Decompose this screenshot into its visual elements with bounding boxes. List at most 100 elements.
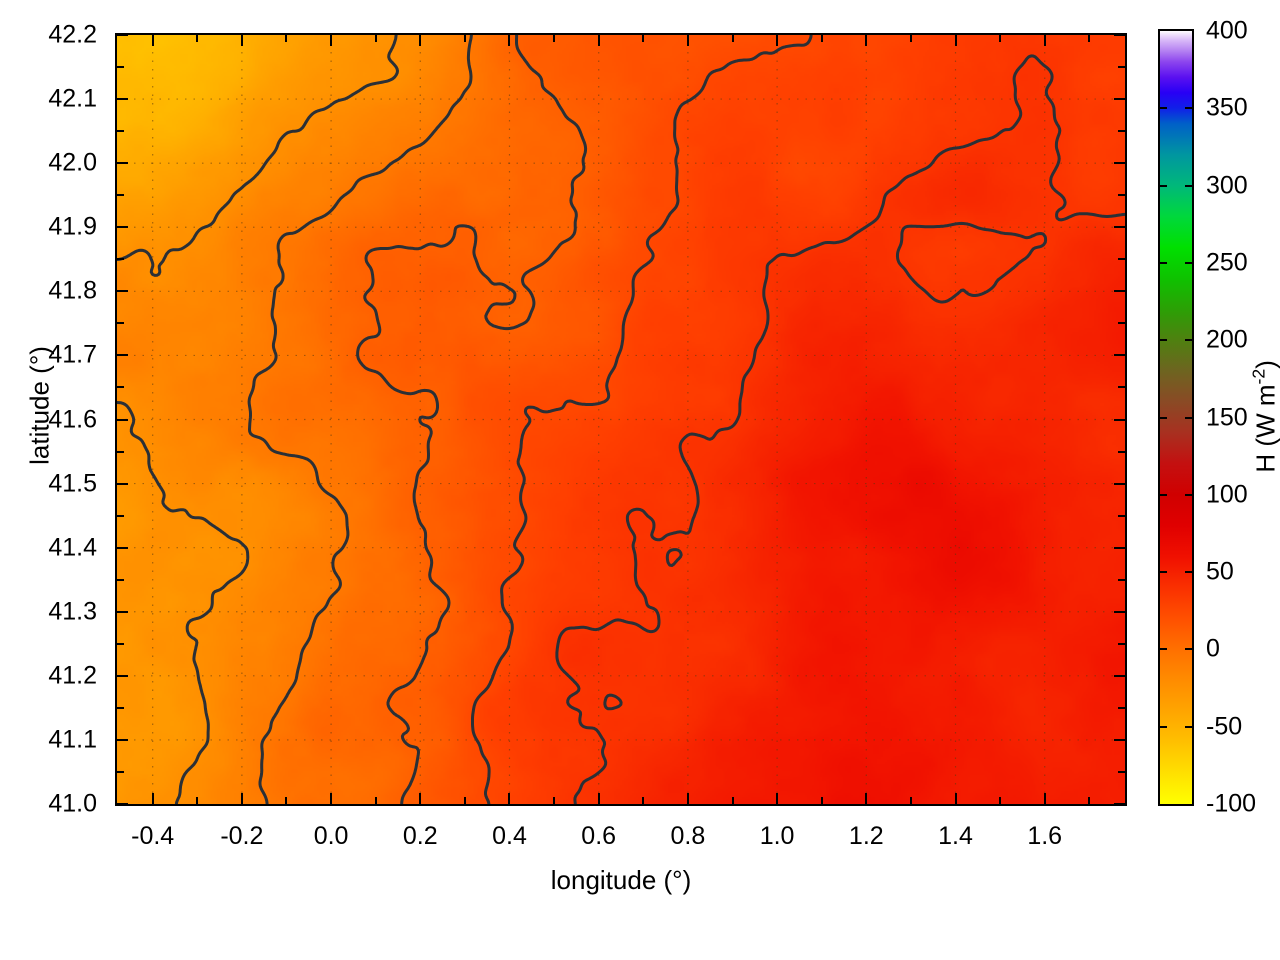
x-tick-major bbox=[240, 793, 243, 804]
colorbar-tick-label: 300 bbox=[1206, 171, 1248, 200]
y-tick-minor-right bbox=[1118, 450, 1125, 453]
gridlines bbox=[117, 35, 1125, 804]
colorbar-tick bbox=[1158, 184, 1167, 187]
x-tick-major bbox=[776, 793, 779, 804]
y-tick-minor bbox=[117, 194, 124, 197]
y-tick-label: 41.5 bbox=[48, 469, 97, 498]
y-tick-major-right bbox=[1114, 226, 1125, 229]
x-tick-minor bbox=[196, 797, 199, 804]
x-tick-minor bbox=[909, 797, 912, 804]
x-tick-label: -0.4 bbox=[131, 822, 175, 850]
x-tick-major-top bbox=[330, 35, 333, 46]
x-axis-title: longitude (°) bbox=[550, 865, 692, 895]
x-tick-major bbox=[508, 793, 511, 804]
x-tick-major-top bbox=[865, 35, 868, 46]
y-tick-major-right bbox=[1114, 738, 1125, 741]
y-tick-minor bbox=[117, 322, 124, 325]
y-tick-label: 41.4 bbox=[48, 533, 97, 562]
x-tick-label: 0.8 bbox=[670, 822, 706, 850]
y-tick-minor-right bbox=[1118, 642, 1125, 645]
y-tick-major bbox=[117, 482, 128, 485]
colorbar-tick bbox=[1158, 107, 1167, 110]
colorbar-title-prefix: H (W m bbox=[1250, 384, 1280, 473]
x-tick-label: 1.6 bbox=[1027, 822, 1063, 850]
y-tick-minor bbox=[117, 386, 124, 389]
x-tick-label: 1.0 bbox=[759, 822, 795, 850]
x-tick-minor-top bbox=[463, 35, 466, 42]
x-tick-major bbox=[1043, 793, 1046, 804]
x-tick-label: 0.4 bbox=[492, 822, 527, 850]
x-tick-minor bbox=[553, 797, 556, 804]
y-tick-label: 41.6 bbox=[48, 405, 97, 433]
colorbar-tick bbox=[1185, 725, 1194, 728]
y-tick-label: 42.1 bbox=[48, 84, 97, 113]
y-tick-label: 41.1 bbox=[48, 725, 97, 754]
y-tick-minor bbox=[117, 642, 124, 645]
y-tick-minor-right bbox=[1118, 258, 1125, 261]
x-tick-minor-top bbox=[820, 35, 823, 42]
colorbar-tick-label: 100 bbox=[1206, 480, 1248, 509]
y-tick-label: 42.0 bbox=[48, 148, 97, 177]
y-tick-major-right bbox=[1114, 98, 1125, 101]
y-tick-minor bbox=[117, 66, 124, 69]
y-tick-major-right bbox=[1114, 418, 1125, 421]
y-tick-major-right bbox=[1114, 34, 1125, 36]
x-tick-major bbox=[686, 793, 689, 804]
colorbar-tick bbox=[1158, 416, 1167, 419]
colorbar-tick-label: -100 bbox=[1206, 789, 1257, 818]
x-tick-minor-top bbox=[642, 35, 645, 42]
y-tick-minor-right bbox=[1118, 66, 1125, 69]
x-tick-major-top bbox=[240, 35, 243, 46]
colorbar-tick bbox=[1158, 725, 1167, 728]
y-tick-major-right bbox=[1114, 803, 1125, 805]
y-axis-title: latitude (°) bbox=[24, 346, 55, 465]
x-tick-major-top bbox=[686, 35, 689, 46]
x-tick-minor bbox=[374, 797, 377, 804]
x-tick-major-top bbox=[419, 35, 422, 46]
y-tick-major bbox=[117, 738, 128, 741]
colorbar-tick bbox=[1185, 493, 1194, 496]
colorbar-tick-label: 200 bbox=[1206, 325, 1248, 354]
y-tick-minor-right bbox=[1118, 194, 1125, 197]
y-tick-minor bbox=[117, 578, 124, 581]
x-tick-minor bbox=[463, 797, 466, 804]
y-tick-minor-right bbox=[1118, 706, 1125, 709]
colorbar-tick bbox=[1185, 107, 1194, 110]
colorbar-tick bbox=[1185, 416, 1194, 419]
y-tick-minor-right bbox=[1118, 130, 1125, 133]
y-tick-major bbox=[117, 803, 128, 805]
colorbar-tick bbox=[1185, 571, 1194, 574]
colorbar-tick bbox=[1185, 184, 1194, 187]
heatmap-plot-area[interactable] bbox=[115, 33, 1127, 806]
y-tick-minor bbox=[117, 706, 124, 709]
y-tick-minor bbox=[117, 450, 124, 453]
y-tick-major-right bbox=[1114, 482, 1125, 485]
y-tick-major-right bbox=[1114, 610, 1125, 613]
colorbar-title-suffix: ) bbox=[1250, 360, 1280, 369]
colorbar-tick-label: -50 bbox=[1206, 712, 1243, 741]
colorbar-tick bbox=[1158, 339, 1167, 342]
colorbar-tick-label: 250 bbox=[1206, 248, 1248, 277]
x-tick-label: 0.2 bbox=[402, 822, 438, 850]
colorbar-tick-label: 350 bbox=[1206, 93, 1248, 122]
x-tick-minor-top bbox=[374, 35, 377, 42]
y-tick-major-right bbox=[1114, 162, 1125, 165]
y-tick-major-right bbox=[1114, 290, 1125, 293]
x-tick-minor-top bbox=[731, 35, 734, 42]
x-tick-minor bbox=[820, 797, 823, 804]
colorbar-axis-title: H (W m-2) bbox=[1249, 316, 1280, 516]
x-tick-major-top bbox=[776, 35, 779, 46]
y-tick-label: 41.2 bbox=[48, 661, 97, 690]
x-tick-minor-top bbox=[1088, 35, 1091, 42]
colorbar-tick-label: 50 bbox=[1206, 557, 1234, 586]
y-tick-major bbox=[117, 418, 128, 421]
y-tick-minor bbox=[117, 770, 124, 773]
colorbar-tick bbox=[1158, 493, 1167, 496]
x-tick-major-top bbox=[954, 35, 957, 46]
y-tick-label: 41.9 bbox=[48, 212, 97, 241]
y-tick-minor-right bbox=[1118, 514, 1125, 517]
x-tick-major bbox=[330, 793, 333, 804]
y-tick-major bbox=[117, 162, 128, 165]
y-tick-label: 41.8 bbox=[48, 276, 97, 305]
